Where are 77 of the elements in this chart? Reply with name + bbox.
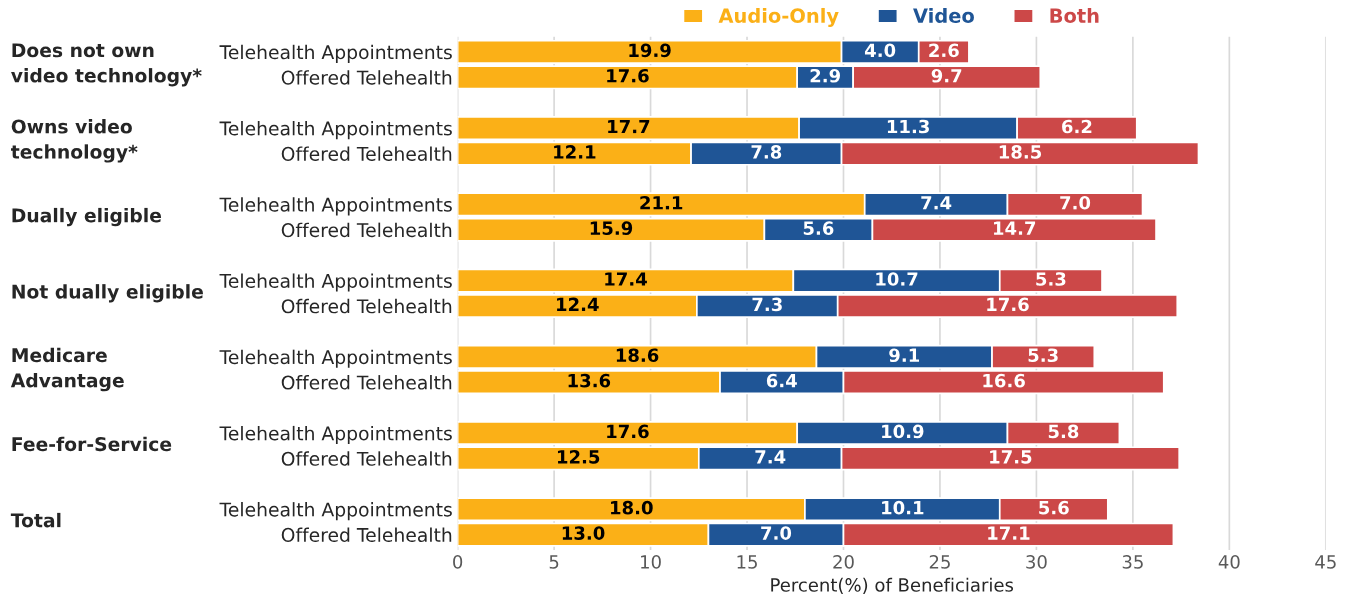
data-label: 5.8 <box>1048 424 1079 439</box>
data-label: 17.6 <box>607 424 649 439</box>
data-label: 2.9 <box>810 68 840 83</box>
y-tick-label: Offered Telehealth <box>281 298 452 314</box>
data-label: 9.1 <box>889 348 920 363</box>
data-label: 16.6 <box>983 373 1025 388</box>
x-tick-label: 30 <box>1026 555 1047 569</box>
data-label: 17.7 <box>608 119 650 134</box>
y-tick-label: Offered Telehealth <box>281 451 452 466</box>
data-label: 17.4 <box>605 272 647 286</box>
data-label: 5.3 <box>1036 272 1066 286</box>
y-tick-label: Offered Telehealth <box>281 146 452 161</box>
data-label: 12.4 <box>557 297 599 311</box>
y-tick-label: Telehealth Appointments <box>219 121 452 140</box>
text: Not dually eligible <box>12 284 203 303</box>
y-tick-label: Telehealth Appointments <box>219 425 452 445</box>
text: Does not own video technology* <box>11 43 202 87</box>
data-label: 18.5 <box>999 145 1042 159</box>
y-tick-label: Offered Telehealth <box>281 70 452 85</box>
data-label: 14.7 <box>994 221 1036 235</box>
legend-label: Both <box>1050 7 1099 24</box>
data-label: 4.0 <box>864 43 896 58</box>
text: Total <box>10 512 61 528</box>
data-label: 7.8 <box>751 145 782 159</box>
data-label: 19.9 <box>629 43 671 58</box>
data-label: 13.0 <box>562 526 605 540</box>
x-tick-label: 35 <box>1122 555 1143 569</box>
x-tick-label: 15 <box>737 555 757 569</box>
x-tick-label: 20 <box>833 555 854 569</box>
legend-label: Video <box>913 7 974 24</box>
data-label: 17.5 <box>990 450 1032 464</box>
data-label: 18.0 <box>611 500 653 515</box>
data-label: 17.6 <box>607 68 649 83</box>
data-label: 17.6 <box>987 297 1029 312</box>
text: Dually eligible <box>12 207 162 227</box>
data-label: 10.9 <box>882 424 924 439</box>
x-tick-label: 45 <box>1315 555 1336 569</box>
data-label: 15.9 <box>590 221 633 235</box>
text: Medicare Advantage <box>10 347 124 392</box>
data-label: 17.1 <box>988 526 1030 540</box>
x-tick-label: 25 <box>929 555 950 569</box>
data-label: 7.0 <box>1060 195 1091 210</box>
data-label: 18.6 <box>616 348 659 363</box>
data-label: 6.4 <box>766 373 797 388</box>
data-label: 5.3 <box>1028 348 1058 363</box>
data-label: 10.1 <box>882 500 924 515</box>
y-tick-label: Telehealth Appointments <box>219 502 452 521</box>
x-tick-label: 0 <box>453 555 463 569</box>
y-tick-label: Offered Telehealth <box>281 527 452 543</box>
data-label: 5.6 <box>803 221 834 235</box>
y-tick-label: Telehealth Appointments <box>219 197 452 216</box>
data-label: 7.3 <box>752 297 782 312</box>
y-tick-label: Offered Telehealth <box>281 375 452 390</box>
text: Fee-for-Service <box>12 436 172 452</box>
data-label: 13.6 <box>568 373 611 388</box>
legend-label: Audio-Only <box>718 7 839 27</box>
data-label: 21.1 <box>640 195 683 210</box>
data-label: 10.7 <box>876 272 918 286</box>
x-tick-label: 5 <box>549 555 559 569</box>
data-label: 11.3 <box>887 119 929 134</box>
data-label: 5.6 <box>1039 500 1069 515</box>
data-label: 7.4 <box>921 196 952 210</box>
y-tick-label: Telehealth Appointments <box>219 44 452 63</box>
y-tick-label: Offered Telehealth <box>281 222 452 238</box>
data-label: 12.1 <box>554 145 596 159</box>
x-tick-label: 40 <box>1218 555 1240 569</box>
x-axis-title: Percent(%) of Beneficiaries <box>771 577 1014 594</box>
data-label: 6.2 <box>1062 119 1092 134</box>
data-label: 7.4 <box>755 450 786 464</box>
y-tick-label: Telehealth Appointments <box>219 273 452 292</box>
data-label: 2.6 <box>929 43 959 58</box>
data-label: 12.5 <box>557 450 600 464</box>
x-tick-label: 10 <box>641 555 661 569</box>
y-tick-label: Telehealth Appointments <box>219 349 452 368</box>
text: Owns video technology* <box>11 119 138 163</box>
data-label: 7.0 <box>761 526 792 540</box>
data-label: 9.7 <box>931 68 962 83</box>
